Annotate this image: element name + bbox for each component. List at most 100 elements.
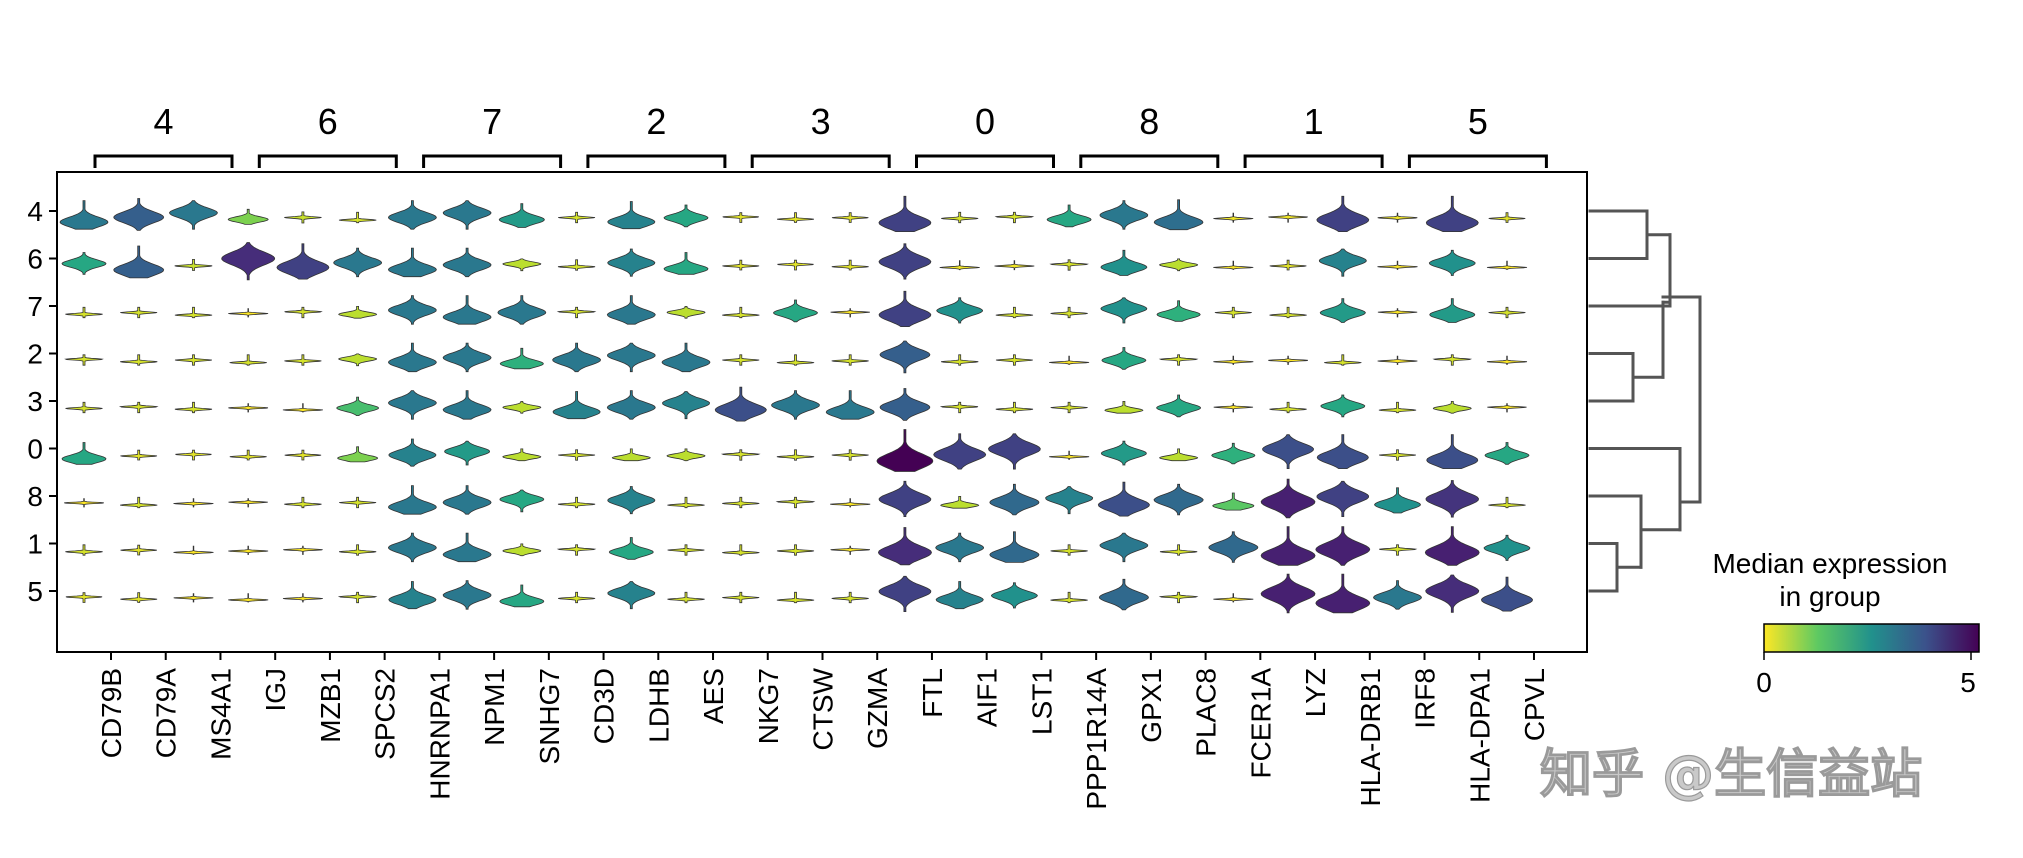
violin-cd3d-group-3	[552, 391, 601, 420]
violin-aif1-group-3	[939, 401, 979, 414]
violin-ldhb-group-2	[606, 342, 656, 373]
violin-cd3d-group-1	[556, 544, 597, 556]
violin-npm1-group-4	[442, 200, 492, 230]
violin-irf8-group-7	[1377, 308, 1418, 318]
violin-lst1-group-6	[994, 260, 1035, 271]
bracket-label-7: 7	[482, 101, 502, 142]
violin-irf8-group-3	[1378, 401, 1417, 414]
violin-hla-drb1-group-1	[1315, 526, 1371, 566]
violin-cpvl-group-7	[1488, 306, 1526, 319]
violin-ftl-group-3	[879, 388, 931, 421]
violin-aes-group-1	[667, 544, 705, 556]
violin-cd79b-group-2	[64, 354, 104, 366]
violin-aes-group-6	[663, 252, 709, 275]
violin-nkg7-group-4	[722, 212, 759, 223]
ytick-label-6: 6	[27, 244, 43, 275]
ytick-label-4: 4	[27, 196, 43, 227]
violin-plac8-group-7	[1156, 300, 1201, 322]
violin-igj-group-8	[228, 498, 268, 508]
violin-lyz-group-3	[1269, 401, 1307, 414]
bracket-label-6: 6	[318, 101, 338, 142]
violin-igj-group-1	[228, 545, 269, 555]
violin-aes-group-4	[663, 204, 709, 228]
gene-group-brackets: 4 6 7 2 3 0 8 1 5	[93, 101, 1548, 168]
xtick-label-cd3d: CD3D	[589, 668, 620, 744]
bracket-group-1	[1243, 154, 1384, 168]
bracket-label-5: 5	[1468, 101, 1488, 142]
bracket-label-4: 4	[153, 101, 173, 142]
violin-hnrnpa1-group-0	[388, 438, 437, 467]
violin-ms4a1-group-7	[174, 306, 213, 319]
xtick-label-mzb1: MZB1	[315, 668, 346, 743]
violin-ctsw-group-6	[777, 259, 814, 271]
violin-hnrnpa1-group-6	[387, 247, 437, 278]
violin-aes-group-3	[662, 391, 711, 420]
violin-hla-dpa1-group-7	[1429, 298, 1476, 323]
violin-ctsw-group-5	[776, 591, 815, 604]
violin-igj-group-7	[228, 308, 269, 318]
xtick-label-igj: IGJ	[260, 668, 291, 712]
violin-cd79a-group-2	[120, 354, 158, 366]
violin-cd79a-group-4	[113, 198, 165, 231]
x-axis-ticks: CD79B CD79A MS4A1 IGJ MZB1 SPCS2 HNRNPA1 NPM1 SN…	[96, 652, 1550, 810]
violin-cd79b-group-4	[59, 200, 109, 230]
violin-fcer1a-group-1	[1208, 531, 1259, 563]
violin-hla-dpa1-group-8	[1425, 480, 1480, 518]
xtick-label-ppp1r14a: PPP1R14A	[1081, 668, 1112, 810]
violin-cpvl-group-0	[1484, 442, 1530, 465]
violin-plac8-group-8	[1153, 483, 1204, 516]
xtick-label-cpvl: CPVL	[1519, 668, 1550, 741]
violin-hla-dpa1-group-1	[1424, 526, 1480, 566]
violin-ppp1r14a-group-1	[1050, 544, 1088, 556]
violin-cd79a-group-3	[118, 401, 159, 414]
violin-gzma-group-4	[831, 212, 869, 223]
violin-cd3d-group-0	[558, 449, 596, 461]
violin-spcs2-group-8	[339, 496, 377, 509]
violin-cpvl-group-4	[1488, 212, 1526, 223]
xtick-label-gzma: GZMA	[862, 668, 893, 749]
violin-aif1-group-8	[940, 496, 980, 509]
violin-mzb1-group-6	[276, 243, 330, 280]
violin-aif1-group-2	[941, 354, 979, 366]
violin-spcs2-group-5	[337, 591, 378, 604]
violin-aes-group-0	[666, 448, 706, 462]
bracket-group-5	[1407, 154, 1548, 168]
violin-mzb1-group-4	[284, 211, 322, 224]
violin-fcer1a-group-5	[1213, 593, 1254, 603]
violin-gpx1-group-3	[1104, 401, 1144, 414]
violin-hla-drb1-group-6	[1318, 248, 1367, 277]
violin-hla-drb1-group-0	[1316, 434, 1369, 469]
violin-ppp1r14a-group-8	[1045, 486, 1094, 515]
violin-hnrnpa1-group-8	[387, 485, 437, 515]
violin-ctsw-group-2	[776, 354, 815, 366]
violin-lst1-group-1	[989, 531, 1040, 563]
violin-hla-dpa1-group-4	[1425, 195, 1479, 232]
violin-igj-group-3	[228, 403, 269, 413]
violin-snhg7-group-2	[499, 347, 544, 370]
ytick-label-0: 0	[27, 434, 43, 465]
violin-cd3d-group-5	[558, 591, 596, 604]
violin-hla-drb1-group-5	[1315, 573, 1371, 614]
ytick-label-7: 7	[27, 291, 43, 322]
violin-snhg7-group-4	[498, 203, 545, 228]
violin-hnrnpa1-group-5	[388, 581, 437, 610]
xtick-label-ms4a1: MS4A1	[205, 668, 236, 760]
violin-igj-group-0	[229, 449, 267, 461]
xtick-label-ldhb: LDHB	[643, 668, 674, 743]
violin-lyz-group-1	[1260, 526, 1316, 566]
colorbar-title-line2: in group	[1779, 581, 1880, 612]
violin-irf8-group-0	[1379, 449, 1416, 461]
violin-gpx1-group-6	[1100, 249, 1148, 276]
violin-lyz-group-8	[1260, 478, 1316, 519]
violin-aes-group-5	[667, 591, 705, 604]
violin-hla-drb1-group-2	[1324, 354, 1362, 366]
violin-aes-group-7	[666, 306, 706, 319]
violin-hnrnpa1-group-3	[388, 390, 437, 420]
violin-igj-group-2	[229, 354, 267, 366]
violin-nkg7-group-5	[722, 591, 760, 604]
violin-lst1-group-7	[995, 306, 1034, 319]
violin-gzma-group-6	[831, 259, 869, 271]
violin-spcs2-group-1	[339, 544, 377, 556]
violin-cpvl-group-5	[1480, 576, 1534, 612]
